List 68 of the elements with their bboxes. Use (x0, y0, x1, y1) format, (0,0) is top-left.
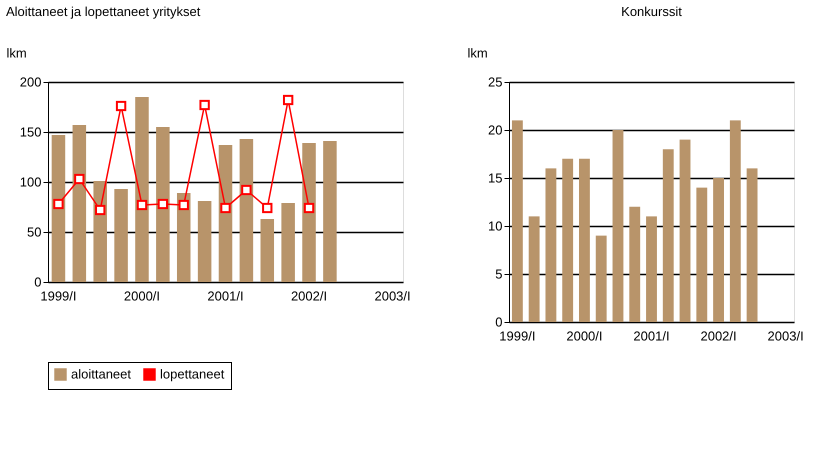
bar (302, 143, 316, 282)
bar (545, 168, 556, 322)
point (136, 200, 148, 210)
bar (281, 203, 295, 282)
y-tick-label: 0 (34, 274, 42, 290)
point (262, 202, 272, 214)
bar (730, 120, 741, 322)
bar (260, 219, 274, 282)
chart-title: Aloittaneet ja lopettaneet yritykset (6, 4, 201, 19)
bar (218, 145, 232, 282)
bar (680, 140, 690, 322)
bar (156, 127, 170, 282)
x-tick-label: 2003/I (768, 328, 804, 344)
bar (662, 149, 674, 322)
y-tick-label: 10 (488, 218, 502, 234)
y-tick-label: 200 (20, 74, 42, 90)
y-tick-label: 0 (495, 314, 502, 330)
bar (746, 168, 758, 322)
bar (696, 188, 708, 322)
bar (198, 201, 212, 282)
y-tick-label: 50 (27, 224, 42, 240)
y-axis-title: lkm (468, 46, 488, 60)
point (199, 100, 210, 110)
x-tick-label: 2001/I (633, 328, 670, 344)
x-tick-label: 1999/I (499, 328, 536, 344)
bar (323, 141, 337, 282)
point (304, 202, 314, 214)
bar (629, 206, 640, 322)
bar (596, 236, 607, 322)
bar (93, 181, 107, 282)
x-tick-label: 1999/I (40, 288, 77, 304)
y-tick-label: 25 (488, 74, 502, 90)
bar (135, 97, 149, 282)
point (74, 174, 85, 184)
bar (612, 130, 624, 322)
point (178, 200, 189, 210)
point (220, 202, 231, 214)
bar (579, 158, 590, 322)
y-tick-label: 150 (20, 124, 42, 140)
x-tick-label: 2000/I (124, 288, 160, 304)
y-tick-label: 15 (488, 170, 502, 186)
legend-label: aloittaneet (71, 366, 132, 382)
bar (52, 135, 66, 282)
y-tick-label: 20 (488, 122, 502, 138)
bar (528, 216, 540, 322)
bar (713, 178, 724, 322)
y-tick-label: 5 (495, 266, 502, 282)
x-tick-label: 2001/I (207, 288, 244, 304)
point (158, 198, 168, 210)
bar (512, 120, 523, 322)
x-tick-label: 2002/I (290, 288, 328, 304)
bar (114, 189, 128, 282)
bar (72, 125, 86, 282)
x-tick-label: 2000/I (566, 328, 603, 344)
bar (646, 216, 657, 322)
x-tick-label: 2003/I (374, 288, 411, 304)
bar (562, 158, 574, 322)
x-tick-label: 2002/I (700, 328, 737, 344)
point (95, 204, 106, 216)
y-axis-title: lkm (6, 46, 27, 60)
point (116, 100, 126, 112)
y-tick-label: 100 (20, 174, 42, 190)
point (282, 94, 294, 106)
chart-title: Konkurssit (621, 4, 682, 19)
point (241, 184, 252, 196)
point (53, 198, 64, 210)
legend-label: lopettaneet (160, 366, 225, 382)
bar (240, 139, 254, 282)
